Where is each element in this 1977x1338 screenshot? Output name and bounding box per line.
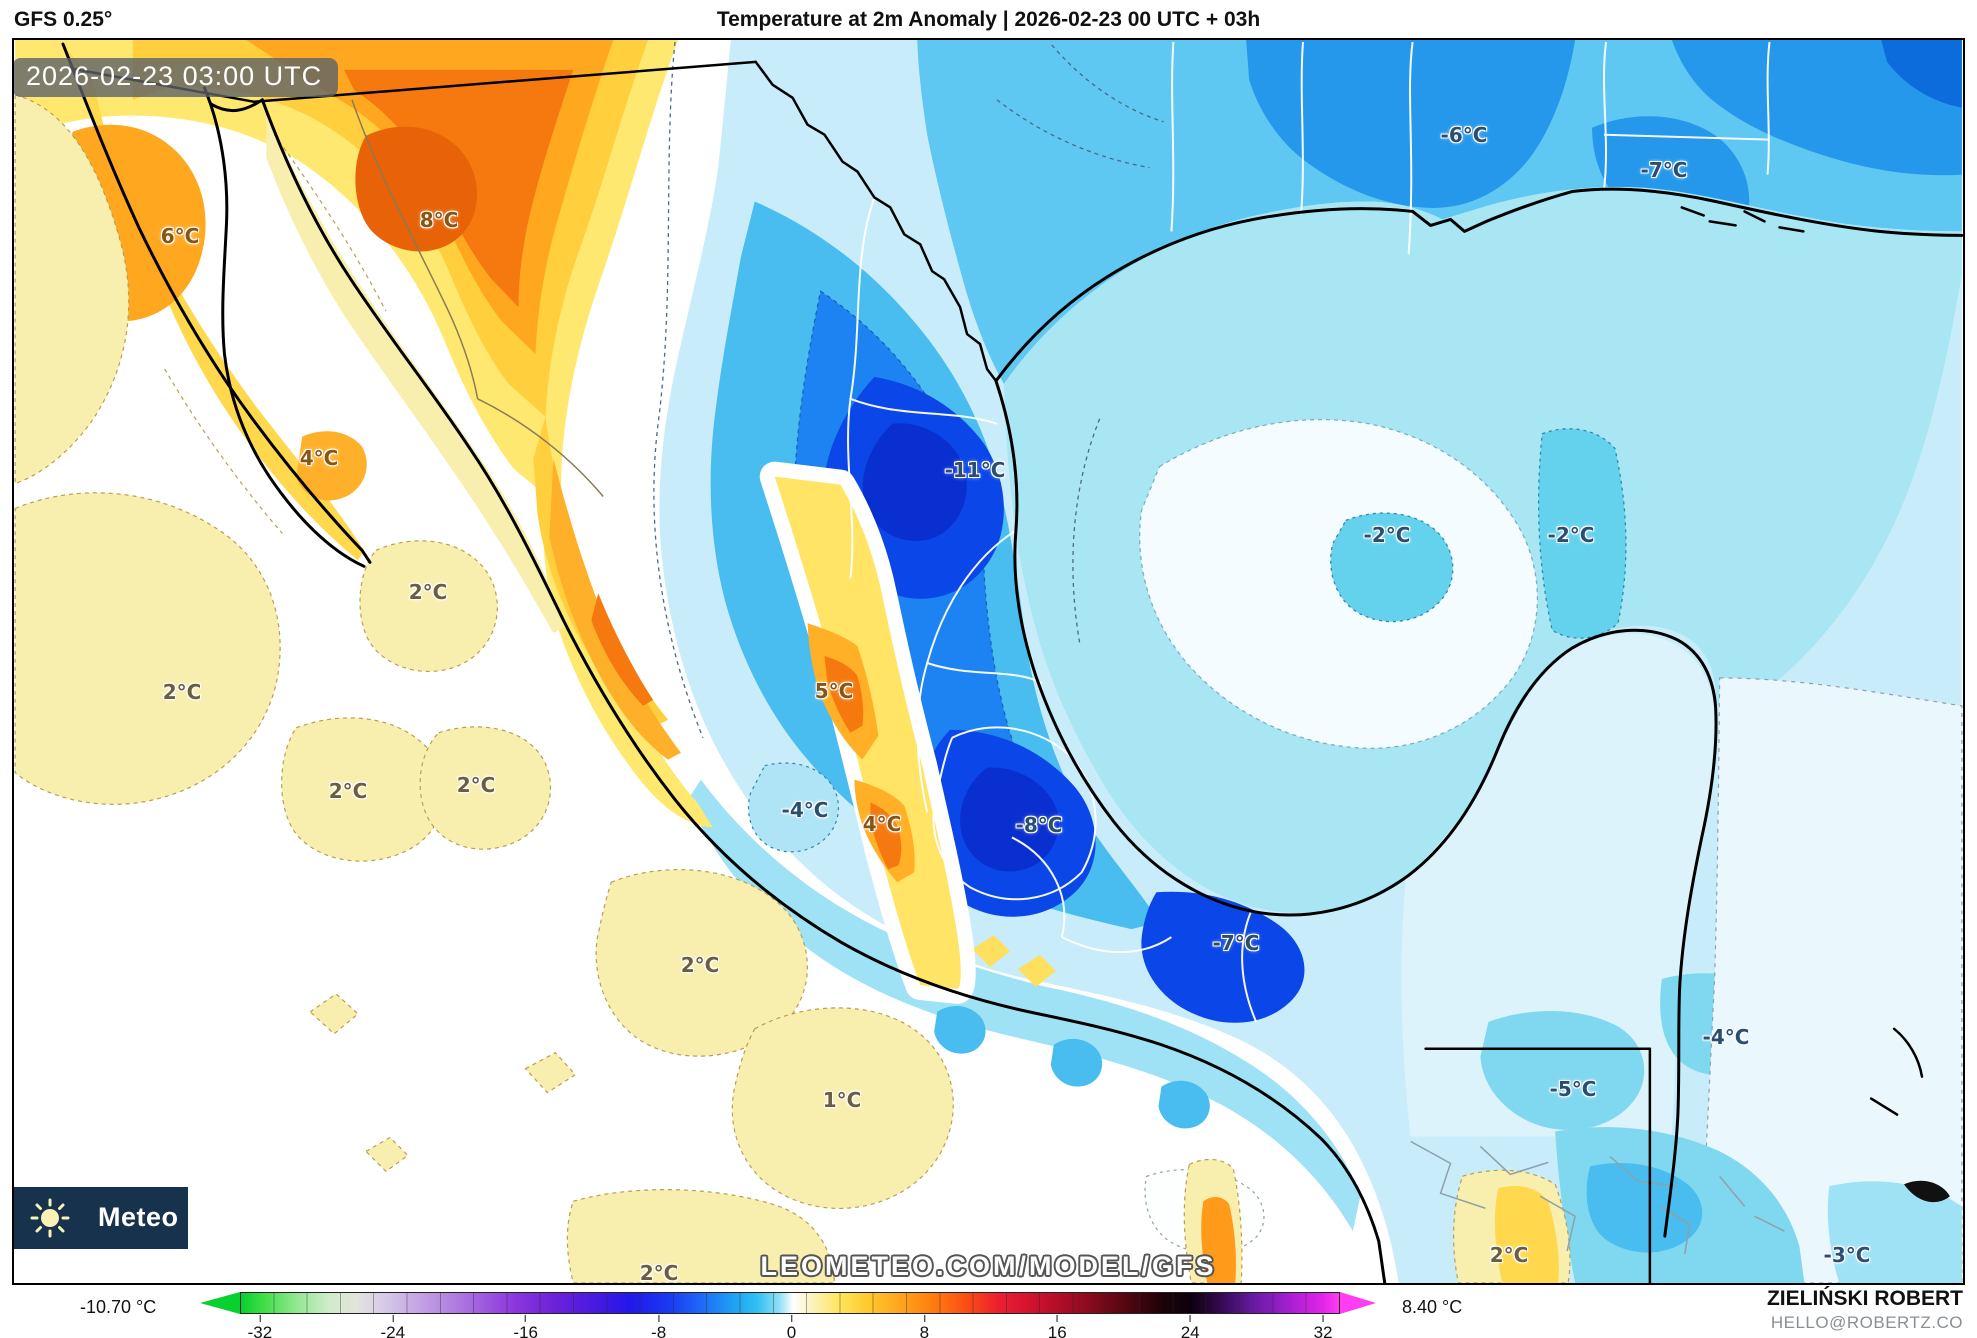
colorbar-footer: -10.70 °C -32 -24 -16 -8 0 8 16 24 32 8.40 °C ZI… [0,1285,1977,1338]
map-value-label: -6°C [1440,123,1488,147]
map-value-label: -4°C [781,798,829,822]
anomaly-map-graphic [14,40,1963,1283]
colorbar-right-arrow [1340,1292,1376,1314]
colorbar-tick: -32 [248,1315,272,1338]
map-value-label: -5°C [1549,1077,1597,1101]
map-value-label: 2°C [456,773,496,797]
map-value-label: 6°C [160,224,200,248]
map-value-label: 4°C [299,446,339,470]
map-value-label: -3°C [1823,1243,1871,1267]
colorbar-tick: -16 [513,1315,538,1338]
map-value-label: 8°C [419,208,459,232]
leometeo-logo: Meteo [14,1187,188,1249]
colorbar: -32 -24 -16 -8 0 8 16 24 32 [240,1292,1340,1338]
map-value-label: -7°C [1640,158,1688,182]
colorbar-max-label: 8.40 °C [1402,1297,1463,1317]
colorbar-tick: 8 [920,1315,929,1338]
logo-text: Meteo [98,1202,179,1232]
map-value-label: -2°C [1547,523,1595,547]
map-value-label: 4°C [862,812,902,836]
weather-map: 6°C 8°C -6°C -7°C 4°C 2°C 2°C 2°C 2°C 5°C -11°C -2°… [12,38,1965,1285]
map-value-label: 2°C [680,953,720,977]
timestamp-badge: 2026-02-23 03:00 UTC [14,58,339,97]
map-value-label: 2°C [408,580,448,604]
sun-icon [30,1198,70,1238]
colorbar-tick: -24 [381,1315,405,1338]
colorbar-tick: -8 [651,1315,666,1338]
colorbar-tick: 16 [1048,1315,1067,1338]
watermark: LEOMETEO.COM/MODEL/GFS [760,1251,1217,1281]
map-value-label: -4°C [1702,1025,1750,1049]
colorbar-min-label: -10.70 °C [80,1297,157,1317]
map-value-label: 1°C [822,1088,862,1112]
map-value-label: -8°C [1015,813,1063,837]
map-value-label: -7°C [1212,931,1260,955]
attribution-name: ZIELIŃSKI ROBERT [1766,1287,1963,1310]
map-value-label: 5°C [814,679,854,703]
colorbar-tick: 0 [787,1315,796,1338]
map-value-label: -2°C [1363,523,1411,547]
page-title: Temperature at 2m Anomaly | 2026-02-23 0… [716,8,1261,31]
colorbar-left-arrow [200,1292,240,1314]
colorbar-tick: 32 [1314,1315,1333,1338]
attribution-email: HELLO@ROBERTZ.CO [1770,1313,1963,1332]
map-value-label: 2°C [639,1261,679,1285]
model-name: GFS 0.25° [14,8,113,31]
map-value-label: 2°C [1489,1243,1529,1267]
map-value-label: -11°C [944,458,1006,482]
map-value-label: 2°C [328,779,368,803]
colorbar-tick: 24 [1181,1315,1200,1338]
header: GFS 0.25° Temperature at 2m Anomaly | 20… [0,0,1977,38]
map-value-label: 2°C [162,680,202,704]
